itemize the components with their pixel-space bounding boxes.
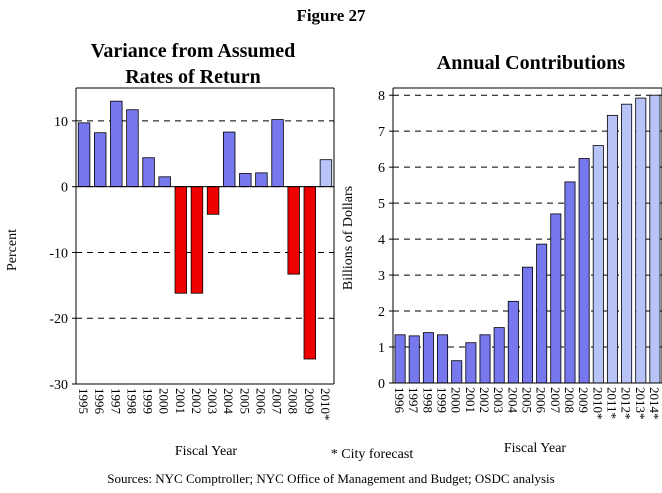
bar — [479, 334, 491, 384]
x-tick-label: 2010* — [318, 388, 333, 421]
bar — [564, 181, 576, 384]
x-tick-label: 2007 — [548, 387, 563, 414]
x-tick-label: 2002 — [477, 387, 492, 413]
x-tick-label: 1998 — [124, 388, 139, 414]
y-tick-label: -30 — [49, 378, 68, 393]
y-tick-label: 8 — [378, 89, 385, 104]
y-tick-label: 5 — [378, 197, 385, 212]
bar — [422, 332, 434, 384]
x-tick-label: 2009 — [302, 388, 317, 414]
x-tick-label: 2011* — [604, 387, 619, 419]
x-tick-label: 2003 — [491, 387, 506, 413]
y-tick-label: -10 — [49, 246, 68, 261]
x-tick-label: 2013* — [633, 387, 648, 420]
y-tick-label: 10 — [54, 115, 68, 130]
bar — [93, 132, 107, 188]
bar — [77, 122, 91, 188]
bar — [522, 266, 533, 384]
x-tick-label: 2005 — [237, 388, 252, 414]
bar — [190, 186, 204, 294]
bar — [465, 342, 477, 384]
bar — [649, 94, 661, 384]
bar — [206, 186, 220, 215]
bar — [493, 327, 505, 384]
bar — [606, 114, 618, 384]
bar — [451, 360, 463, 384]
x-tick-label: 2004 — [505, 387, 520, 414]
x-tick-label: 2004 — [221, 388, 236, 415]
x-tick-label: 2000 — [157, 388, 172, 414]
bar — [592, 145, 604, 384]
bar — [394, 334, 406, 384]
y-tick-label: 1 — [378, 341, 385, 356]
bar — [126, 109, 139, 188]
x-tick-label: 2005 — [520, 387, 535, 413]
x-axis-label: Fiscal Year — [175, 444, 238, 459]
bar — [319, 159, 333, 188]
note: * City forecast — [331, 447, 414, 462]
bar — [408, 335, 420, 384]
x-tick-label: 2008 — [562, 387, 577, 413]
x-tick-label: 2001 — [173, 388, 188, 414]
bar — [507, 300, 519, 384]
x-tick-label: 1997 — [406, 387, 421, 414]
y-tick-label: 2 — [378, 305, 385, 320]
y-tick-label: 7 — [378, 125, 385, 140]
y-tick-label: 0 — [61, 181, 68, 196]
bar — [437, 334, 449, 384]
bar — [174, 186, 188, 294]
y-tick-label: 6 — [378, 161, 385, 176]
y-tick-label: 4 — [378, 233, 385, 248]
chart-title: Annual Contributions — [436, 52, 626, 74]
x-tick-label: 1996 — [392, 387, 407, 414]
bar — [303, 186, 317, 360]
x-tick-label: 2003 — [205, 388, 220, 414]
x-tick-label: 2014* — [647, 387, 662, 420]
bar — [222, 131, 236, 188]
bar — [239, 173, 252, 188]
y-axis-label: Percent — [5, 229, 20, 271]
y-tick-label: 3 — [378, 269, 385, 284]
bar — [158, 176, 171, 188]
x-tick-label: 2009 — [576, 387, 591, 413]
x-tick-label: 2001 — [463, 387, 478, 413]
bar — [287, 186, 300, 275]
x-tick-label: 1995 — [76, 388, 91, 414]
x-tick-label: 1999 — [141, 388, 156, 414]
x-tick-label: 2002 — [189, 388, 204, 414]
x-tick-label: 1996 — [92, 388, 107, 415]
bar — [536, 243, 548, 384]
x-tick-label: 1997 — [108, 388, 123, 415]
bar — [142, 157, 155, 188]
x-tick-label: 1998 — [420, 387, 435, 413]
x-tick-label: 2012* — [619, 387, 634, 420]
x-tick-label: 1999 — [435, 387, 450, 413]
bar — [255, 172, 268, 188]
chart-title: Variance from Assumed Rates of Return — [90, 40, 296, 88]
x-tick-label: 2007 — [270, 388, 285, 415]
x-tick-label: 2008 — [286, 388, 301, 414]
x-tick-label: 2000 — [449, 387, 464, 413]
figure-title: Figure 27 — [296, 6, 366, 25]
x-axis-label: Fiscal Year — [504, 441, 567, 456]
x-tick-label: 2006 — [534, 387, 549, 414]
bar — [635, 97, 647, 384]
x-tick-label: 2006 — [253, 388, 268, 415]
source: Sources: NYC Comptroller; NYC Office of … — [107, 471, 554, 486]
bar — [550, 213, 562, 384]
bar — [621, 103, 633, 384]
y-tick-label: 0 — [378, 377, 385, 392]
bar — [271, 119, 284, 188]
bar — [578, 158, 590, 384]
x-tick-label: 2010* — [590, 387, 605, 420]
bar — [110, 100, 123, 188]
y-tick-label: -20 — [49, 312, 68, 327]
y-axis-label: Billions of Dollars — [341, 186, 356, 290]
